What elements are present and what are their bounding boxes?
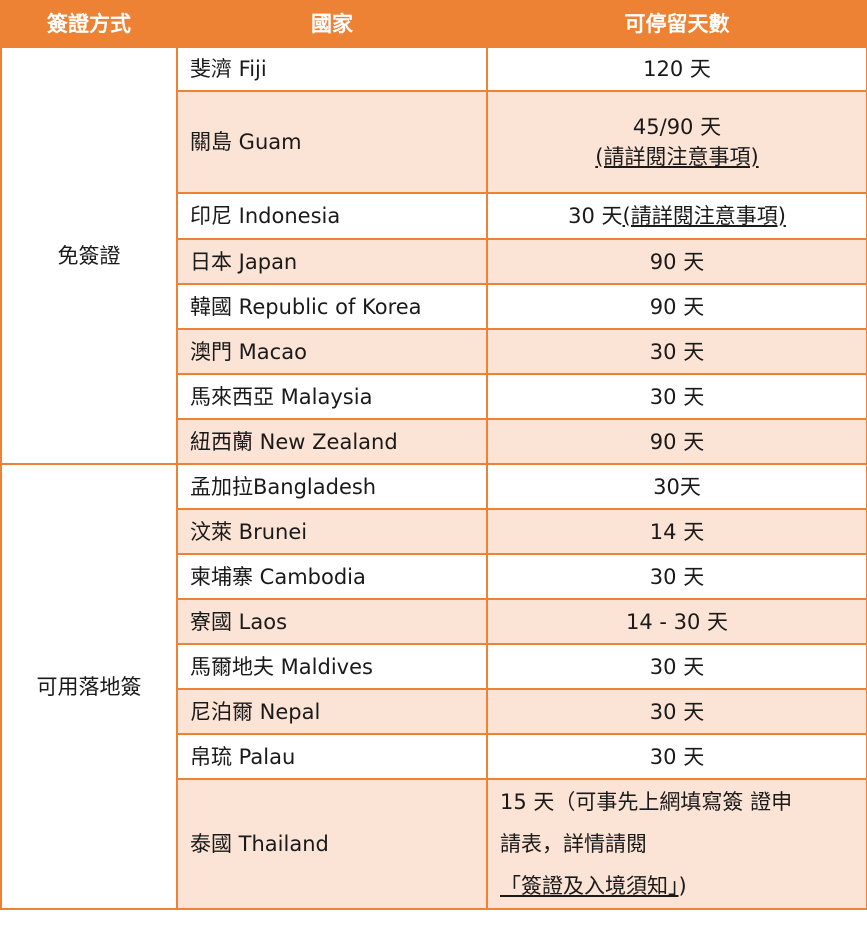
days-cell: 15 天（可事先上網填寫簽 證申 請表，詳情請閱 「簽證及入境須知」) [486,778,867,910]
header-visa-method: 簽證方式 [0,0,178,48]
country-cell: 韓國 Republic of Korea [176,283,488,330]
table-row: 日本 Japan 90 天 [1,238,867,285]
table-row: 泰國 Thailand 15 天（可事先上網填寫簽 證申 請表，詳情請閱 「簽證… [1,778,867,910]
notice-link[interactable]: (請詳閱注意事項) [595,145,759,169]
country-cell: 汶萊 Brunei [176,508,488,555]
table-row: 寮國 Laos 14 - 30 天 [1,598,867,645]
country-cell: 孟加拉Bangladesh [176,463,488,510]
country-cell: 印尼 Indonesia [176,192,488,240]
country-cell: 日本 Japan [176,238,488,285]
days-cell: 30 天 [486,553,867,600]
header-row: 簽證方式 國家 可停留天數 [0,0,867,48]
table-row: 韓國 Republic of Korea 90 天 [1,283,867,330]
country-cell: 尼泊爾 Nepal [176,688,488,735]
group-method: 免簽證 [0,46,178,465]
days-suffix: ) [678,874,687,898]
days-cell: 30天 [486,463,867,510]
days-cell: 30 天 [486,733,867,780]
country-cell: 馬來西亞 Malaysia [176,373,488,420]
country-cell: 柬埔寨 Cambodia [176,553,488,600]
country-cell: 關島 Guam [176,90,488,194]
days-cell: 90 天 [486,283,867,330]
days-cell: 90 天 [486,418,867,465]
header-country: 國家 [176,0,488,48]
country-cell: 泰國 Thailand [176,778,488,910]
days-cell: 14 - 30 天 [486,598,867,645]
header-days: 可停留天數 [486,0,867,48]
table-row: 馬爾地夫 Maldives 30 天 [1,643,867,690]
days-text: 45/90 天 [632,115,722,139]
country-cell: 紐西蘭 New Zealand [176,418,488,465]
days-cell: 30 天 [486,373,867,420]
days-cell: 90 天 [486,238,867,285]
table-row: 尼泊爾 Nepal 30 天 [1,688,867,735]
visa-entry-link[interactable]: 「簽證及入境須知」 [500,874,679,898]
days-cell: 30 天 [486,643,867,690]
table-row: 柬埔寨 Cambodia 30 天 [1,553,867,600]
days-cell: 45/90 天 (請詳閱注意事項) [486,90,867,194]
country-cell: 寮國 Laos [176,598,488,645]
days-cell: 30 天 [486,328,867,375]
days-cell: 120 天 [486,46,867,92]
table-row: 澳門 Macao 30 天 [1,328,867,375]
days-cell: 14 天 [486,508,867,555]
table-row: 可用落地簽 孟加拉Bangladesh 30天 [0,463,867,910]
table-row: 關島 Guam 45/90 天 (請詳閱注意事項) [1,90,867,194]
table-row: 帛琉 Palau 30 天 [1,733,867,780]
table-row: 馬來西亞 Malaysia 30 天 [1,373,867,420]
table-row: 印尼 Indonesia 30 天(請詳閱注意事項) [1,192,867,240]
days-text: 15 天（可事先上網填寫簽 證申 [500,790,793,814]
days-text: 30 天 [568,204,623,228]
days-text-2: 請表，詳情請閱 [500,832,647,856]
days-cell: 30 天(請詳閱注意事項) [486,192,867,240]
days-cell: 30 天 [486,688,867,735]
country-cell: 帛琉 Palau [176,733,488,780]
table-row: 汶萊 Brunei 14 天 [1,508,867,555]
table-row: 免簽證 斐濟 Fiji 120 天 [0,46,867,465]
group-method: 可用落地簽 [0,463,178,910]
visa-table: 簽證方式 國家 可停留天數 免簽證 斐濟 Fiji 120 天 關島 Guam … [0,0,867,910]
country-cell: 澳門 Macao [176,328,488,375]
country-cell: 馬爾地夫 Maldives [176,643,488,690]
country-cell: 斐濟 Fiji [176,46,488,92]
table-row: 紐西蘭 New Zealand 90 天 [1,418,867,465]
notice-link[interactable]: (請詳閱注意事項) [622,204,786,228]
